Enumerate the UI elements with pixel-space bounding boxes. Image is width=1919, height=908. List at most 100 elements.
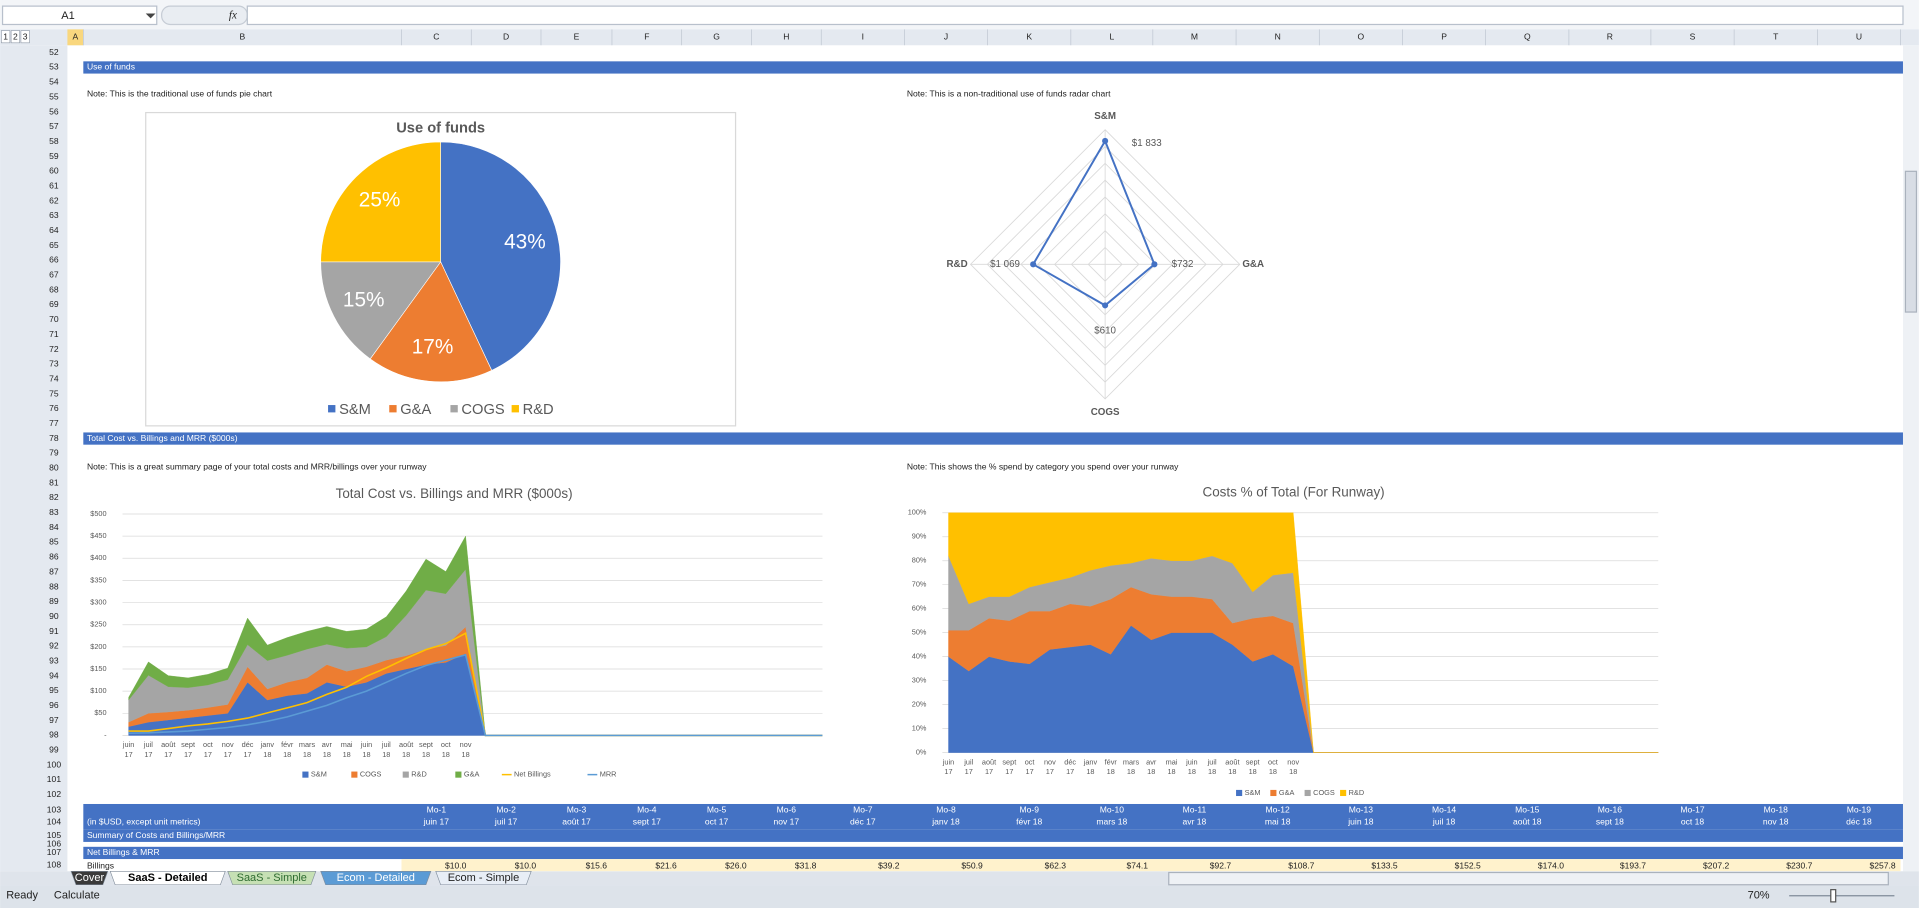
row-header: 83 [49, 507, 59, 517]
sheet-tab[interactable] [320, 870, 432, 886]
y-tick-label: 10% [912, 724, 927, 733]
row-header: 77 [49, 418, 59, 428]
horizontal-scrollbar[interactable] [1168, 871, 1889, 886]
y-tick-label: - [104, 730, 107, 739]
x-tick-label: juil 18 [381, 740, 391, 759]
x-tick-label: juin 17 [942, 757, 954, 776]
month-date: juil 17 [494, 817, 518, 827]
month-date: sept 18 [1596, 817, 1624, 827]
column-header: U [1856, 32, 1862, 42]
section-band [83, 61, 1903, 74]
x-tick-label: août 17 [982, 757, 996, 776]
column-header: R [1607, 32, 1613, 42]
column-header: A [73, 32, 79, 42]
row-header: 95 [49, 685, 59, 695]
column-header: H [783, 32, 789, 42]
section-band [83, 846, 1903, 860]
pie-slice [320, 261, 442, 360]
column-header: L [1109, 32, 1114, 42]
legend-label: MRR [600, 770, 617, 779]
row-header: 87 [49, 566, 59, 576]
section-band [83, 432, 1903, 445]
series-area [948, 512, 1659, 753]
outline-button[interactable] [1, 30, 11, 44]
x-tick-label: juin 17 [122, 740, 134, 759]
billings-value: $230.7 [1786, 861, 1812, 871]
sheet-tab[interactable] [435, 870, 532, 886]
name-box[interactable] [1, 5, 158, 26]
outline-button[interactable] [10, 30, 20, 44]
month-header: Mo-9 [1020, 804, 1040, 814]
y-tick-label: 30% [912, 676, 927, 685]
legend-swatch [455, 771, 462, 778]
row-header: 94 [49, 670, 59, 680]
column-header: F [644, 32, 649, 42]
scroll-thumb[interactable] [1904, 170, 1918, 313]
radar-axis-label: G&A [1242, 259, 1264, 270]
month-header: Mo-19 [1847, 804, 1871, 814]
y-tick-label: 90% [912, 532, 927, 541]
row-header: 60 [49, 166, 59, 176]
net-billings-title: Net Billings & MRR [87, 847, 160, 857]
legend-label: R&D [1349, 788, 1364, 797]
zoom-thumb[interactable] [1830, 889, 1837, 903]
column-header: I [862, 32, 864, 42]
radar-point [1102, 137, 1109, 145]
row-header: 66 [49, 255, 59, 265]
sheet-tab[interactable] [227, 870, 317, 886]
month-date: juil 18 [1432, 817, 1456, 827]
row-header: 108 [47, 859, 62, 869]
active-column [67, 29, 84, 46]
row-header: 53 [49, 62, 59, 72]
row-header: 70 [49, 314, 59, 324]
x-tick-label: mars 18 [1123, 757, 1140, 776]
sheet-tab[interactable] [109, 870, 226, 886]
row-header: 98 [49, 730, 59, 740]
row-header: 65 [49, 240, 59, 250]
month-date: nov 17 [774, 817, 800, 827]
legend-label: G&A [1279, 788, 1295, 797]
fx-icon[interactable]: fx [229, 9, 237, 21]
billings-value: $62.3 [1045, 861, 1067, 871]
legend-label: S&M [1245, 788, 1261, 797]
row-header: 61 [49, 180, 59, 190]
row-header: 52 [49, 47, 59, 57]
x-tick-label: nov 17 [1044, 757, 1056, 776]
row-header: 104 [47, 817, 62, 827]
x-tick-label: sept 17 [1002, 757, 1016, 776]
radar-axis-label: S&M [1094, 111, 1116, 122]
section-band [83, 829, 1903, 842]
legend-label: S&M [339, 402, 371, 418]
row-header: 71 [49, 329, 59, 339]
billings-value: $193.7 [1620, 861, 1646, 871]
row-header: 96 [49, 700, 59, 710]
legend-label: R&D [411, 770, 426, 779]
slice-label: 25% [359, 188, 401, 211]
month-date: août 18 [1513, 817, 1542, 827]
x-tick-label: avr 18 [322, 740, 333, 759]
month-header: Mo-2 [496, 804, 516, 814]
month-date: avr 18 [1183, 817, 1207, 827]
x-tick-label: juin 18 [1185, 757, 1197, 776]
name-box-arrow[interactable] [145, 13, 156, 19]
sheet-tab[interactable] [70, 870, 109, 886]
column-header: D [503, 32, 509, 42]
x-tick-label: févr 18 [1105, 757, 1118, 776]
row-header: 101 [47, 774, 62, 784]
column-header: P [1441, 32, 1447, 42]
y-tick-label: $50 [94, 708, 106, 717]
sheet-tab-label: SaaS - Detailed [128, 872, 207, 884]
outline-button[interactable] [20, 30, 30, 44]
row-header: 88 [49, 581, 59, 591]
sheet-tab-label: Ecom - Simple [448, 872, 520, 884]
vertical-scrollbar[interactable] [1902, 45, 1919, 872]
billings-value: $31.8 [795, 861, 817, 871]
formula-input[interactable] [246, 5, 1904, 26]
column-header: B [240, 32, 246, 42]
row-header: 107 [47, 847, 62, 857]
pie-slice [440, 141, 561, 371]
series-line [128, 653, 823, 737]
row-header: 64 [49, 225, 59, 235]
outline-level: 3 [23, 32, 28, 42]
row-header: 91 [49, 626, 59, 636]
